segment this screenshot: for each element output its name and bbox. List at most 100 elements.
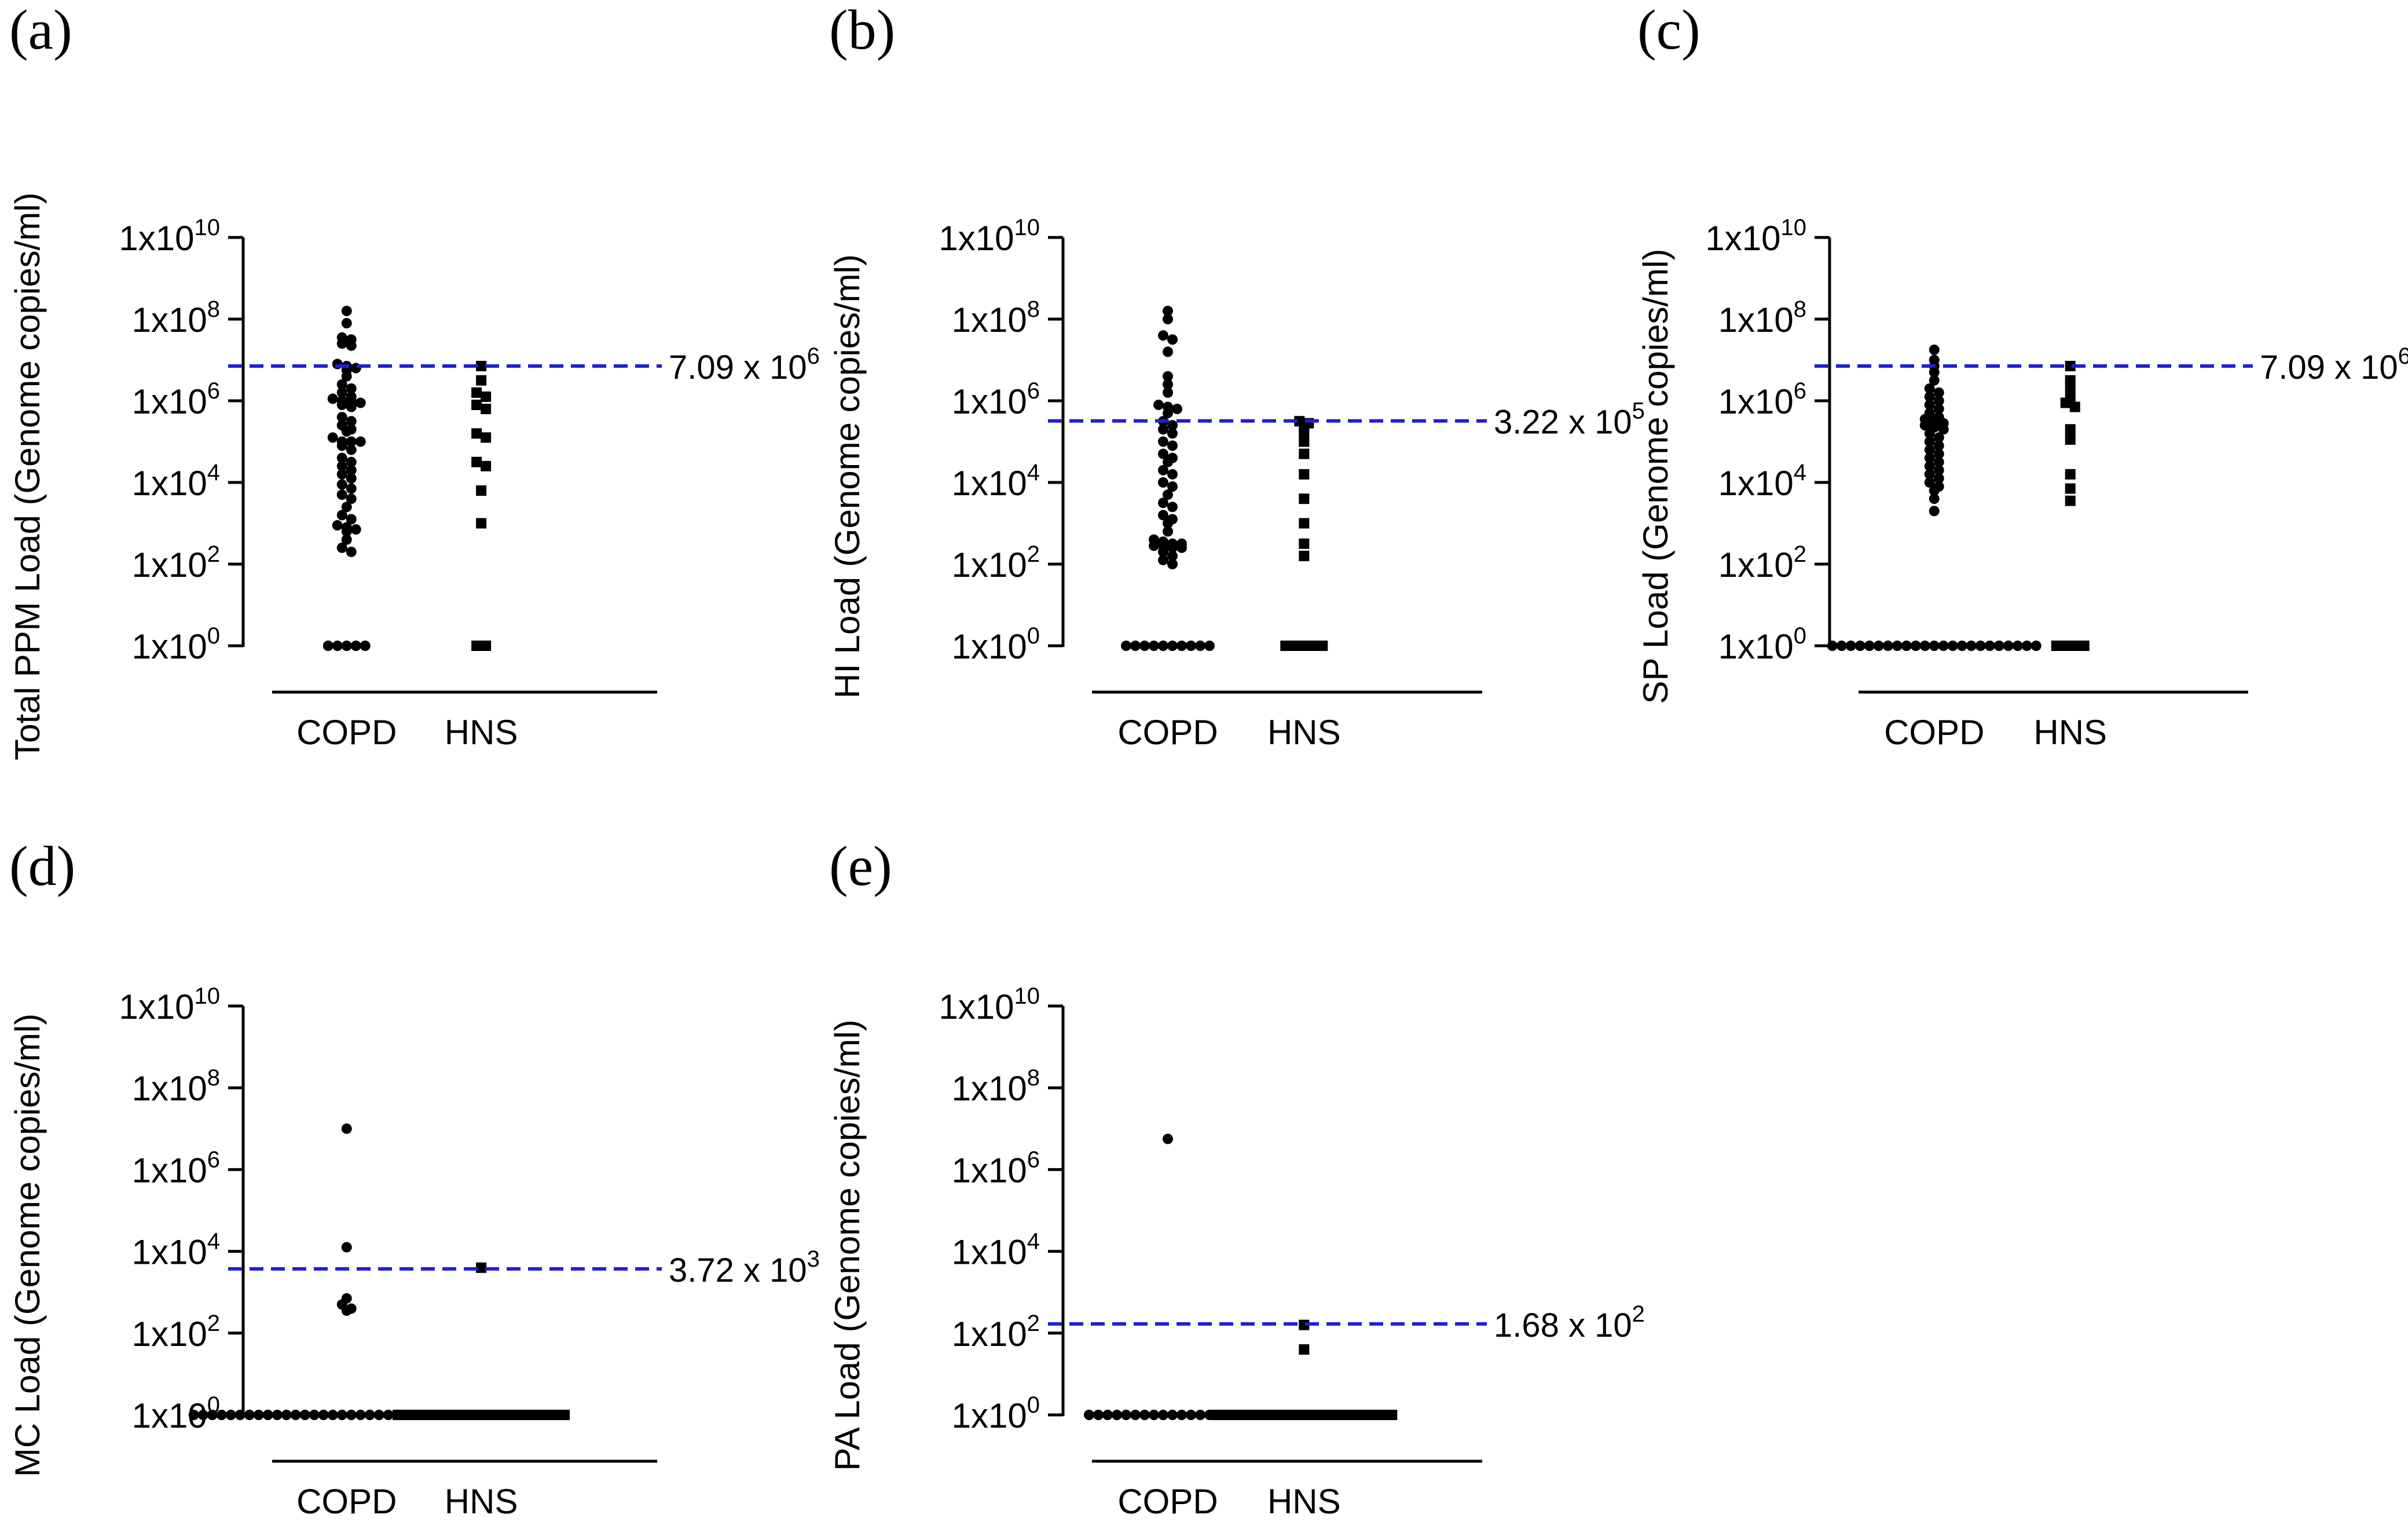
data-point-hns xyxy=(1331,1410,1342,1420)
x-category-label: HNS xyxy=(1267,1482,1341,1521)
data-point-copd xyxy=(336,400,347,411)
data-point-hns xyxy=(1340,1410,1351,1420)
data-point-copd xyxy=(1827,641,1838,651)
data-point-hns xyxy=(411,1410,422,1420)
data-point-copd xyxy=(355,436,366,447)
data-point-hns xyxy=(471,641,482,651)
data-point-copd xyxy=(1163,346,1173,357)
data-point-hns xyxy=(2069,401,2080,412)
x-category-label: HNS xyxy=(1267,713,1341,752)
data-point-hns xyxy=(457,1410,468,1420)
data-point-copd xyxy=(1924,428,1935,439)
y-tick-label: 1x1010 xyxy=(939,983,1040,1026)
data-point-hns xyxy=(467,1410,478,1420)
data-point-copd xyxy=(1158,498,1168,509)
data-point-copd xyxy=(1167,428,1178,439)
data-point-copd xyxy=(1139,641,1150,651)
y-tick-label: 1x102 xyxy=(132,1311,220,1354)
data-point-copd xyxy=(1139,1410,1150,1420)
data-point-hns xyxy=(1368,1410,1379,1420)
data-point-copd xyxy=(1938,641,1949,651)
data-point-hns xyxy=(476,1262,487,1273)
y-tick-label: 1x1010 xyxy=(119,983,220,1026)
reference-line-label: 3.22 x 105 xyxy=(1494,398,1645,441)
data-point-copd xyxy=(1924,391,1935,402)
data-point-hns xyxy=(2065,381,2076,392)
data-point-copd xyxy=(336,379,347,390)
y-tick-label: 1x104 xyxy=(952,460,1040,503)
data-point-copd xyxy=(336,338,347,349)
data-point-copd xyxy=(336,479,347,490)
data-point-hns xyxy=(1299,448,1310,459)
data-point-hns xyxy=(476,485,487,496)
data-point-copd xyxy=(1975,641,1986,651)
data-point-copd xyxy=(364,1410,375,1420)
data-point-hns xyxy=(1299,469,1310,480)
data-point-hns xyxy=(1299,428,1310,439)
data-point-copd xyxy=(1093,1410,1104,1420)
data-point-copd xyxy=(253,1410,264,1420)
data-point-hns xyxy=(1359,1410,1370,1420)
data-point-copd xyxy=(373,1410,384,1420)
reference-line-label: 1.68 x 102 xyxy=(1494,1301,1645,1344)
data-point-copd xyxy=(262,1410,273,1420)
data-point-hns xyxy=(1303,1410,1314,1420)
data-point-copd xyxy=(360,641,371,651)
data-point-copd xyxy=(188,1410,199,1420)
y-tick-label: 1x108 xyxy=(952,297,1040,339)
data-point-copd xyxy=(1854,641,1865,651)
data-point-copd xyxy=(1901,641,1912,651)
panel-label: (c) xyxy=(1637,0,1700,61)
data-point-copd xyxy=(1130,641,1141,651)
y-tick-label: 1x108 xyxy=(132,1065,220,1108)
data-point-copd xyxy=(350,641,361,651)
data-point-copd xyxy=(1993,641,2004,651)
data-point-copd xyxy=(1924,452,1935,463)
data-point-copd xyxy=(346,401,357,412)
y-tick-label: 1x102 xyxy=(952,542,1040,584)
data-point-copd xyxy=(1933,473,1944,484)
data-point-hns xyxy=(1299,641,1310,651)
y-axis-title: MC Load (Genome copies/ml) xyxy=(8,1014,47,1477)
data-point-copd xyxy=(336,387,347,398)
data-point-hns xyxy=(2065,434,2076,445)
y-tick-label: 1x104 xyxy=(132,1229,220,1272)
data-point-copd xyxy=(346,383,357,394)
data-point-hns xyxy=(448,1410,459,1420)
data-point-copd xyxy=(1929,375,1940,386)
data-point-hns xyxy=(2065,469,2076,480)
data-point-copd xyxy=(1195,1410,1205,1420)
y-tick-label: 1x104 xyxy=(132,460,220,503)
data-point-hns xyxy=(481,432,492,443)
data-point-copd xyxy=(1121,1410,1131,1420)
data-point-hns xyxy=(1289,641,1300,651)
data-point-hns xyxy=(1280,641,1291,651)
data-point-copd xyxy=(1158,510,1168,521)
y-axis-title: PA Load (Genome copies/ml) xyxy=(828,1019,867,1471)
y-tick-label: 1x106 xyxy=(952,1147,1040,1190)
data-point-copd xyxy=(1167,469,1178,480)
data-point-hns xyxy=(559,1410,570,1420)
y-tick-label: 1x100 xyxy=(132,623,220,666)
data-point-copd xyxy=(1873,641,1884,651)
data-point-hns xyxy=(2065,483,2076,494)
data-point-hns xyxy=(2069,641,2080,651)
data-point-hns xyxy=(485,1410,496,1420)
x-category-label: COPD xyxy=(1117,713,1218,752)
data-point-copd xyxy=(1158,424,1168,435)
data-point-copd xyxy=(1947,641,1958,651)
y-tick-label: 1x1010 xyxy=(1705,215,1806,258)
data-point-hns xyxy=(1285,1410,1296,1420)
data-point-copd xyxy=(1163,371,1173,382)
data-point-copd xyxy=(1163,456,1173,467)
panel-label: (e) xyxy=(829,835,892,898)
data-point-copd xyxy=(341,1123,352,1134)
data-point-hns xyxy=(430,1410,441,1420)
data-point-copd xyxy=(1163,379,1173,390)
data-point-copd xyxy=(1149,641,1159,651)
data-point-copd xyxy=(1929,367,1940,378)
data-point-hns xyxy=(471,387,482,398)
data-point-copd xyxy=(1167,440,1178,451)
data-point-copd xyxy=(1933,448,1944,459)
